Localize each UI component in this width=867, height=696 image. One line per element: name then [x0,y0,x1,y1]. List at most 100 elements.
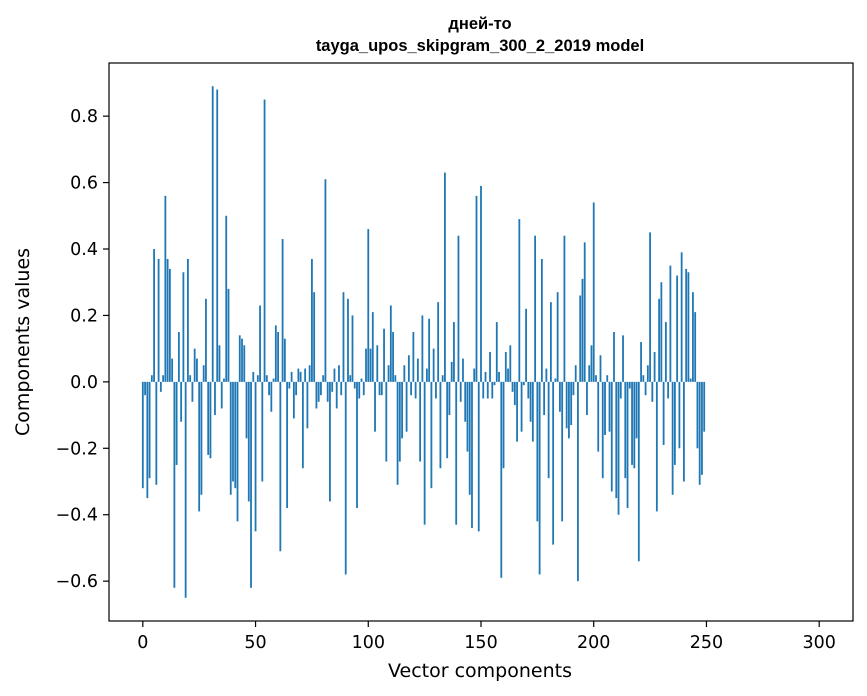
bar [317,381,320,402]
bar [180,381,183,422]
bar [387,365,390,382]
bar [304,368,307,382]
bar [383,328,385,382]
bar [342,292,345,382]
bar [581,278,584,382]
bar [351,315,354,382]
y-tick-label: 0.6 [70,174,98,194]
bar [159,381,162,392]
bar [658,298,661,382]
bar [288,381,291,389]
bar [389,305,392,382]
bar [637,381,640,562]
y-tick-label: 0.0 [70,373,98,393]
bar [459,381,462,402]
bar [529,381,532,422]
bar [166,258,169,382]
bar [407,355,410,382]
bar [689,378,692,382]
bar [511,381,514,392]
bar [196,358,198,382]
x-tick-label: 150 [464,633,497,653]
bar [619,381,622,399]
bar [338,365,340,382]
bar [651,381,654,402]
bar [450,361,453,382]
bar [419,381,422,462]
bar [380,381,383,396]
bar [671,381,674,495]
bar [522,381,525,386]
bar [220,381,223,409]
bar [610,381,613,492]
bar [664,322,667,382]
bar [256,375,259,382]
bar [187,258,189,382]
bar [597,381,600,452]
bar [484,371,487,382]
bar [272,378,275,382]
bar [635,381,638,439]
bar [358,381,361,399]
bar [281,239,284,382]
bar [225,215,228,382]
bar [301,381,304,469]
bar [545,368,548,382]
y-tick-label: −0.4 [56,506,99,526]
bar [622,335,624,382]
bar [667,381,670,399]
bar [547,381,550,479]
bar [277,332,279,382]
bar [274,325,277,382]
bar [155,381,158,485]
bar [685,268,688,382]
y-tick-label: 0.2 [70,306,98,326]
x-tick-label: 0 [137,633,148,653]
bar [527,381,530,399]
bar [441,375,444,382]
bar [223,378,225,382]
bar [554,378,557,382]
bar [495,322,498,382]
bar [701,381,703,475]
bar [177,332,180,382]
bar [486,381,489,399]
bar [543,381,546,416]
bar [320,381,322,396]
bar [299,371,302,382]
bar [286,381,289,509]
bar [448,381,451,416]
bar [669,265,672,382]
bar [205,298,207,382]
bar [475,195,478,382]
bar [259,305,261,382]
bar [563,235,566,382]
bar [209,381,212,459]
bar [696,381,699,449]
x-tick-label: 300 [802,633,835,653]
bar [653,351,656,382]
bar [261,381,264,482]
bar [360,378,363,382]
bar [572,381,575,396]
bar [335,381,338,409]
bar [692,292,694,382]
bar [168,268,171,382]
bar [182,272,185,382]
bar [171,358,174,382]
x-tick-label: 50 [244,633,266,653]
bar [410,381,413,396]
bar [365,348,367,382]
axes-group: 0 50 100 150 200 250 300 −0.6 −0.4 −0.2 0.0 0.2 0.4 0… [56,62,854,653]
bar [626,381,629,509]
bar [504,351,507,382]
bar [385,381,388,462]
bar [678,381,681,449]
bar [507,368,509,382]
bar [491,381,494,399]
bar [353,381,356,389]
bar [453,322,455,382]
bar [608,381,611,432]
